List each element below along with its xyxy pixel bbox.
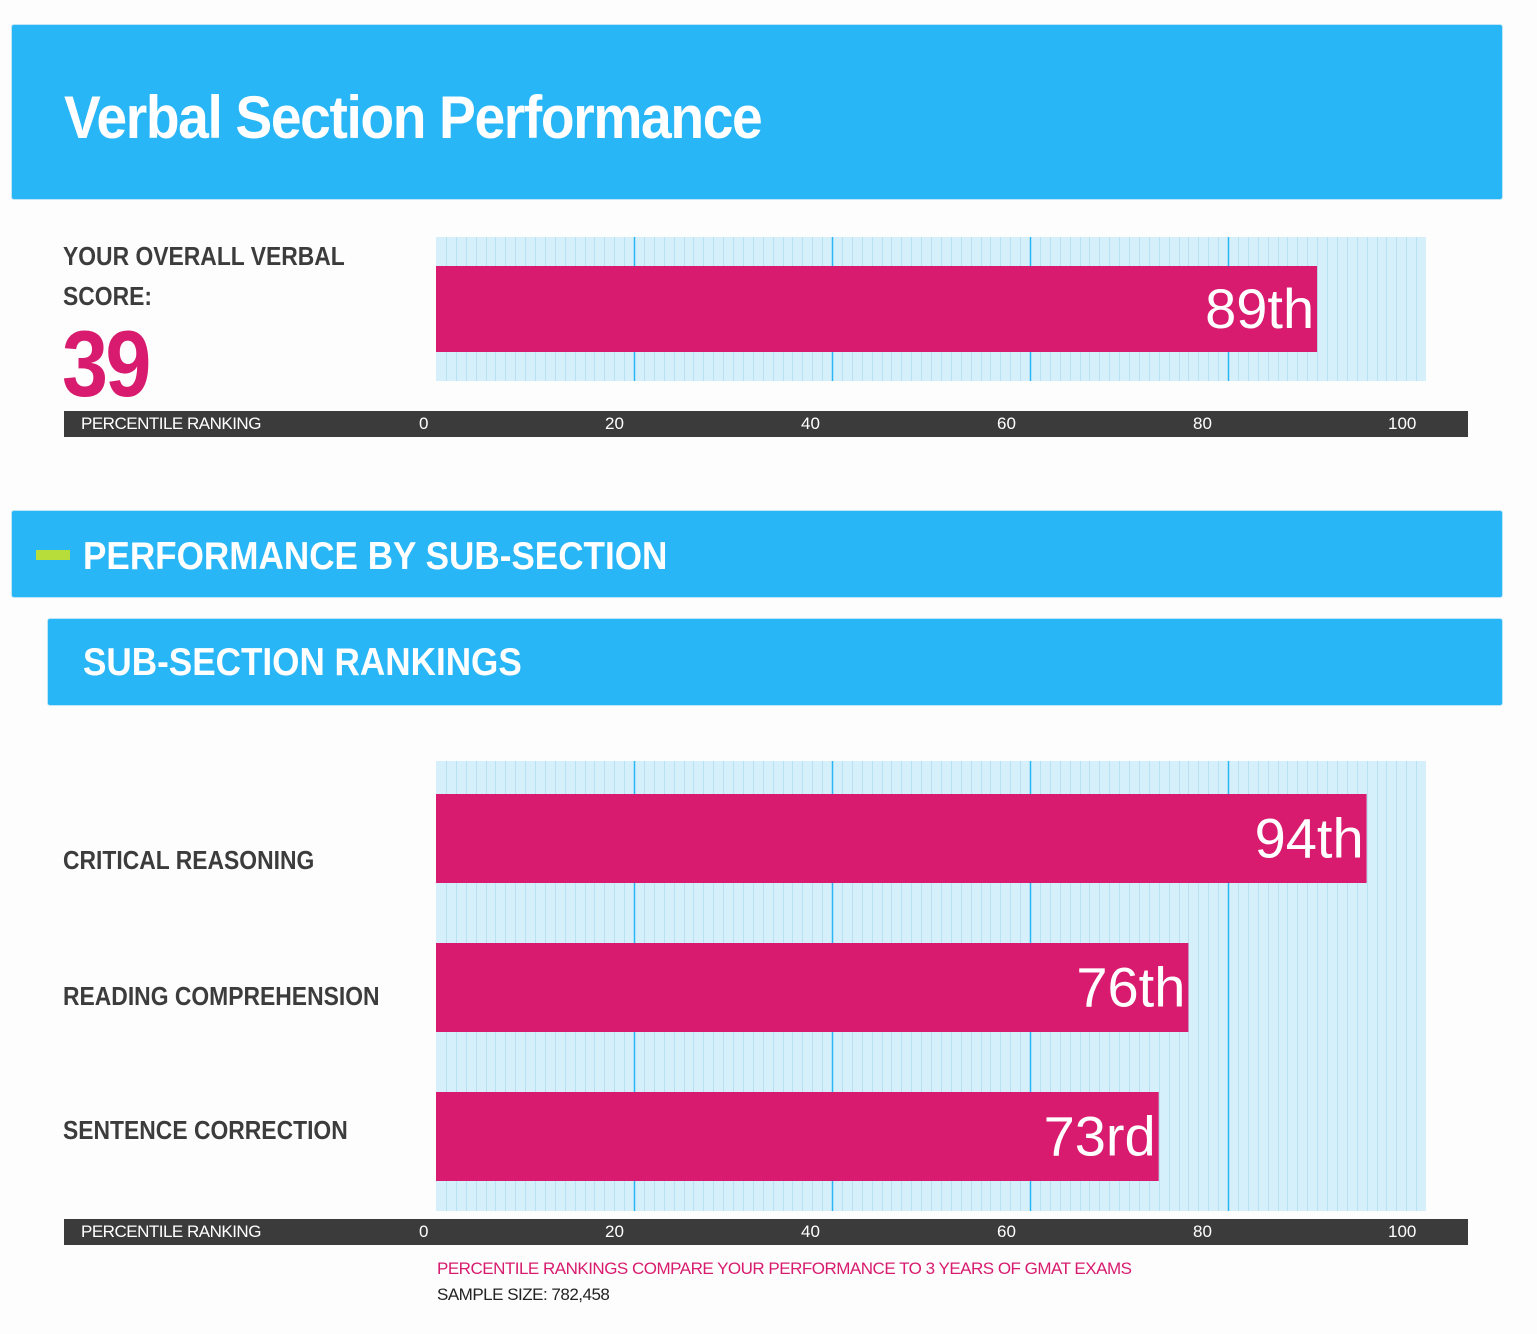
subsection-tick-100: 100 [1388, 1222, 1417, 1241]
category-label-critical-reasoning: CRITICAL REASONING [63, 845, 315, 875]
overall-tick-0: 0 [419, 414, 429, 433]
overall-score-label-line1: YOUR OVERALL VERBAL [63, 241, 345, 271]
overall-tick-60: 60 [997, 414, 1016, 433]
subsection-tick-60: 60 [997, 1222, 1016, 1241]
subsection-bar-0 [436, 794, 1367, 883]
overall-bar-0 [436, 266, 1318, 352]
overall-score-label-line2: SCORE: [63, 281, 152, 311]
subsection-tick-20: 20 [605, 1222, 624, 1241]
subsection-axis-bar: PERCENTILE RANKING 0 20 40 60 80 100 [64, 1219, 1468, 1245]
subsection-header-banner[interactable]: PERFORMANCE BY SUB-SECTION [11, 510, 1503, 598]
subsection-axis-title: PERCENTILE RANKING [81, 1222, 261, 1241]
subsection-title: PERFORMANCE BY SUB-SECTION [83, 535, 668, 578]
subsection-data-label-0: 94th [1255, 807, 1364, 870]
overall-data-label-0: 89th [1205, 277, 1314, 340]
overall-tick-80: 80 [1193, 414, 1212, 433]
overall-axis-title: PERCENTILE RANKING [81, 414, 261, 433]
subsection-tick-0: 0 [419, 1222, 429, 1241]
subsection-data-label-1: 76th [1076, 956, 1185, 1019]
subsection-tick-80: 80 [1193, 1222, 1212, 1241]
page-title: Verbal Section Performance [64, 84, 763, 151]
subsection-percentile-chart: 94th 76th 73rd [436, 761, 1426, 1211]
subsection-bar-2 [436, 1092, 1159, 1181]
footnote-compare: PERCENTILE RANKINGS COMPARE YOUR PERFORM… [437, 1259, 1132, 1278]
subsection-data-label-2: 73rd [1044, 1105, 1156, 1168]
category-label-sentence-correction: SENTENCE CORRECTION [63, 1115, 348, 1145]
overall-tick-40: 40 [801, 414, 820, 433]
subsection-bar-1 [436, 943, 1189, 1032]
overall-tick-20: 20 [605, 414, 624, 433]
overall-percentile-chart: 89th [436, 237, 1426, 381]
rankings-header-banner: SUB-SECTION RANKINGS [47, 618, 1503, 706]
footnote-sample-size: SAMPLE SIZE: 782,458 [437, 1285, 610, 1304]
rankings-title: SUB-SECTION RANKINGS [83, 641, 522, 684]
category-label-reading-comprehension: READING COMPREHENSION [63, 981, 380, 1011]
collapse-minus-icon[interactable] [36, 550, 70, 560]
overall-tick-100: 100 [1388, 414, 1417, 433]
page-header-banner: Verbal Section Performance [11, 24, 1503, 200]
overall-score-value: 39 [62, 311, 151, 416]
subsection-tick-40: 40 [801, 1222, 820, 1241]
overall-axis-bar: PERCENTILE RANKING 0 20 40 60 80 100 [64, 411, 1468, 437]
